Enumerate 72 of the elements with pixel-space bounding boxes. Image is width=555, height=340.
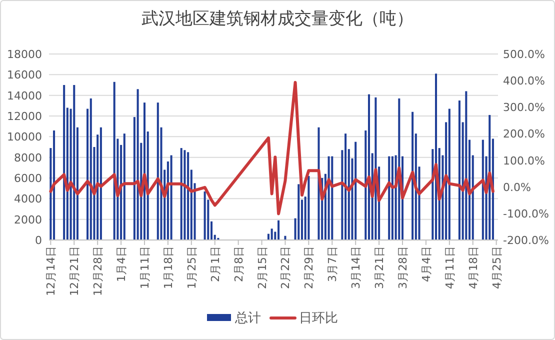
bar (170, 155, 172, 240)
bar (368, 94, 370, 240)
bar (184, 150, 186, 240)
x-tick-label: 1月11日 (138, 246, 152, 289)
y-tick-label: 18000 (7, 48, 42, 61)
x-tick-label: 12月14日 (44, 246, 58, 296)
bar (328, 156, 330, 240)
x-tick-label: 3月14日 (350, 246, 363, 289)
y-tick-label: 8000 (14, 151, 42, 164)
bar (448, 108, 450, 240)
x-tick-label: 4月25日 (490, 246, 504, 289)
bar (187, 152, 190, 240)
y-tick-label: 12000 (7, 110, 42, 123)
chart-title: 武汉地区建筑钢材成交量变化（吨） (142, 9, 414, 29)
x-tick-label: 1月25日 (185, 246, 198, 289)
y-tick-label: 10000 (7, 130, 42, 144)
y-tick-label: 6000 (14, 172, 42, 185)
x-tick-label: 1月18日 (162, 246, 175, 289)
bar (465, 91, 468, 240)
bar (270, 228, 273, 240)
bar (156, 102, 159, 240)
x-tick-label: 2月8日 (232, 246, 246, 282)
y2-tick-label: 0.0% (503, 180, 531, 194)
y2-tick-label: -100.0% (503, 207, 549, 220)
x-tick-label: 2月15日 (256, 246, 269, 289)
x-tick-label: 4月4日 (420, 246, 433, 282)
y2-tick-label: -200.0% (503, 234, 549, 247)
bar (63, 85, 66, 240)
x-tick-label: 2月29日 (302, 246, 316, 289)
bar (180, 148, 182, 240)
bar (412, 112, 414, 240)
bar (308, 176, 310, 240)
bar (53, 130, 56, 240)
bar (482, 140, 484, 240)
line-series (49, 80, 494, 216)
y-tick-label: 0 (35, 234, 42, 247)
x-tick-label: 1月4日 (115, 246, 128, 282)
bar (100, 127, 102, 240)
x-tick-label: 12月28日 (92, 246, 105, 296)
bar (344, 134, 347, 240)
y2-tick-label: 100.0% (503, 154, 545, 168)
x-tick-label: 3月7日 (326, 246, 340, 282)
x-tick-label: 12月21日 (68, 246, 82, 296)
bar (391, 156, 394, 240)
x-tick-label: 2月22日 (279, 246, 292, 289)
legend-label: 日环比 (299, 311, 338, 326)
bar (113, 82, 116, 240)
bar (388, 156, 390, 240)
y-tick-label: 4000 (14, 192, 42, 206)
y-tick-label: 16000 (7, 68, 42, 82)
bar (278, 220, 280, 240)
legend-label: 总计 (234, 311, 261, 326)
x-tick-label: 4月18日 (466, 246, 480, 289)
y2-tick-label: 500.0% (503, 48, 545, 61)
bar (331, 156, 334, 240)
bar (354, 142, 357, 240)
bar (123, 134, 126, 240)
bar (204, 191, 206, 240)
x-tick-label: 4月11日 (443, 246, 456, 289)
y-tick-label: 14000 (7, 89, 42, 102)
bar (90, 98, 92, 240)
x-tick-label: 3月28日 (396, 246, 410, 289)
y-tick-label: 2000 (14, 213, 42, 226)
bar (458, 100, 460, 240)
y2-tick-label: 400.0% (503, 74, 545, 88)
y2-tick-label: 300.0% (503, 101, 545, 114)
bar (136, 89, 139, 240)
bar (73, 85, 76, 240)
x-tick-label: 3月21日 (373, 246, 386, 289)
x-tick-label: 2月1日 (208, 246, 222, 282)
y2-tick-label: 200.0% (503, 128, 545, 141)
bar (298, 184, 300, 240)
